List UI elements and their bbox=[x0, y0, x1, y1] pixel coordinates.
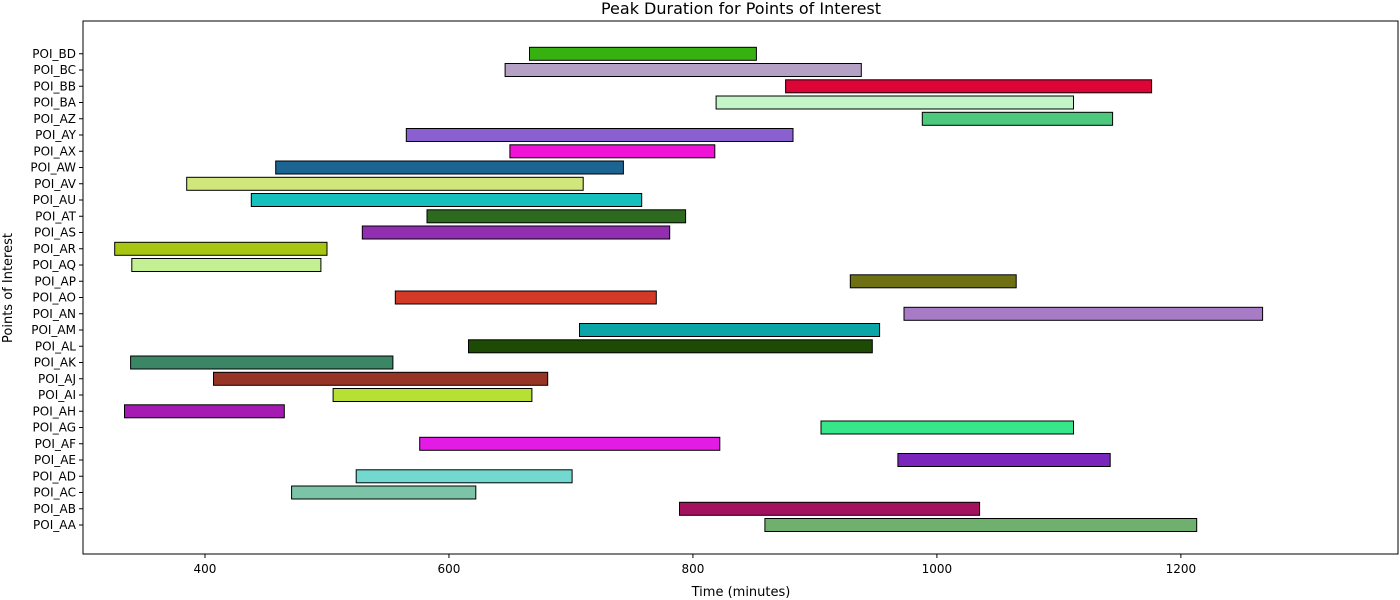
x-tick-label: 800 bbox=[681, 562, 704, 576]
y-tick-label: POI_AA bbox=[33, 518, 77, 532]
y-tick-label: POI_AB bbox=[33, 502, 76, 516]
chart-title: Peak Duration for Points of Interest bbox=[601, 0, 881, 18]
bar-poi-ay bbox=[405, 128, 794, 142]
y-tick-label: POI_AR bbox=[33, 242, 76, 256]
bar-poi-bb bbox=[785, 79, 1153, 94]
bar-poi-au bbox=[250, 193, 643, 207]
bar-poi-ai bbox=[332, 388, 533, 402]
y-axis-label: Points of Interest bbox=[1, 233, 16, 343]
bar-poi-ag bbox=[820, 420, 1074, 435]
bar-poi-ax bbox=[509, 144, 716, 159]
y-tick-label: POI_AJ bbox=[38, 372, 76, 386]
bar-poi-ba bbox=[715, 95, 1074, 110]
y-tick-label: POI_AK bbox=[34, 356, 77, 370]
y-tick-label: POI_AP bbox=[34, 274, 76, 288]
x-tick-label: 1200 bbox=[1166, 562, 1197, 576]
bar-poi-am bbox=[579, 323, 881, 337]
bar-poi-ad bbox=[355, 469, 573, 484]
y-tick-label: POI_AY bbox=[35, 128, 76, 142]
bars-group bbox=[114, 46, 1264, 532]
bar-poi-aj bbox=[213, 371, 549, 386]
y-tick-label: POI_AE bbox=[34, 453, 76, 467]
y-tick-label: POI_AL bbox=[35, 339, 76, 353]
plot-frame bbox=[82, 20, 1399, 555]
y-tick-label: POI_AD bbox=[32, 469, 76, 483]
y-tick-label: POI_AW bbox=[30, 161, 76, 175]
y-tick-label: POI_AZ bbox=[33, 112, 76, 126]
bar-poi-ar bbox=[114, 241, 328, 256]
y-tick-label: POI_BB bbox=[33, 79, 76, 93]
y-tick-label: POI_AM bbox=[31, 323, 76, 337]
y-tick-label: POI_AC bbox=[33, 486, 76, 500]
bar-poi-an bbox=[903, 306, 1264, 321]
bar-poi-ak bbox=[130, 355, 394, 370]
x-axis-label: Time (minutes) bbox=[691, 585, 791, 600]
y-tick-label: POI_AG bbox=[32, 421, 76, 435]
bar-poi-ae bbox=[897, 453, 1111, 467]
bar-poi-ab bbox=[679, 501, 981, 516]
y-tick-label: POI_BA bbox=[33, 96, 76, 110]
bar-poi-bc bbox=[504, 63, 862, 77]
y-tick-label: POI_AU bbox=[33, 193, 76, 207]
bar-poi-as bbox=[361, 225, 671, 240]
y-tick-label: POI_AO bbox=[32, 291, 76, 305]
bar-poi-ap bbox=[849, 274, 1017, 289]
y-tick-label: POI_AS bbox=[34, 226, 76, 240]
y-tick-label: POI_AF bbox=[35, 437, 76, 451]
bar-poi-ao bbox=[394, 290, 657, 305]
bar-poi-at bbox=[426, 209, 687, 224]
x-axis-ticks: 400 600 800 1000 1200 bbox=[194, 554, 1197, 576]
bar-poi-aw bbox=[275, 160, 624, 175]
y-tick-label: POI_AI bbox=[38, 388, 76, 402]
y-tick-label: POI_AT bbox=[35, 209, 76, 223]
y-tick-label: POI_AH bbox=[33, 404, 76, 418]
y-tick-label: POI_BD bbox=[32, 47, 76, 61]
bar-poi-aq bbox=[131, 258, 322, 272]
x-tick-label: 1000 bbox=[922, 562, 953, 576]
bar-poi-ah bbox=[124, 404, 285, 419]
y-tick-label: POI_BC bbox=[33, 63, 76, 77]
x-tick-label: 600 bbox=[438, 562, 461, 576]
bar-poi-av bbox=[186, 176, 584, 191]
bar-poi-bd bbox=[529, 46, 757, 61]
y-tick-label: POI_AN bbox=[33, 307, 76, 321]
bar-poi-al bbox=[468, 339, 873, 354]
y-tick-label: POI_AX bbox=[33, 144, 76, 158]
y-tick-label: POI_AV bbox=[34, 177, 77, 191]
bar-poi-az bbox=[921, 111, 1114, 126]
bar-poi-af bbox=[419, 436, 721, 451]
x-tick-label: 400 bbox=[194, 562, 217, 576]
y-axis-ticks: POI_AA POI_AB POI_AC POI_AD POI_AE POI_AF POI_… bbox=[30, 47, 83, 532]
bar-poi-ac bbox=[291, 485, 477, 500]
bar-poi-aa bbox=[764, 518, 1198, 532]
y-tick-label: POI_AQ bbox=[32, 258, 76, 272]
